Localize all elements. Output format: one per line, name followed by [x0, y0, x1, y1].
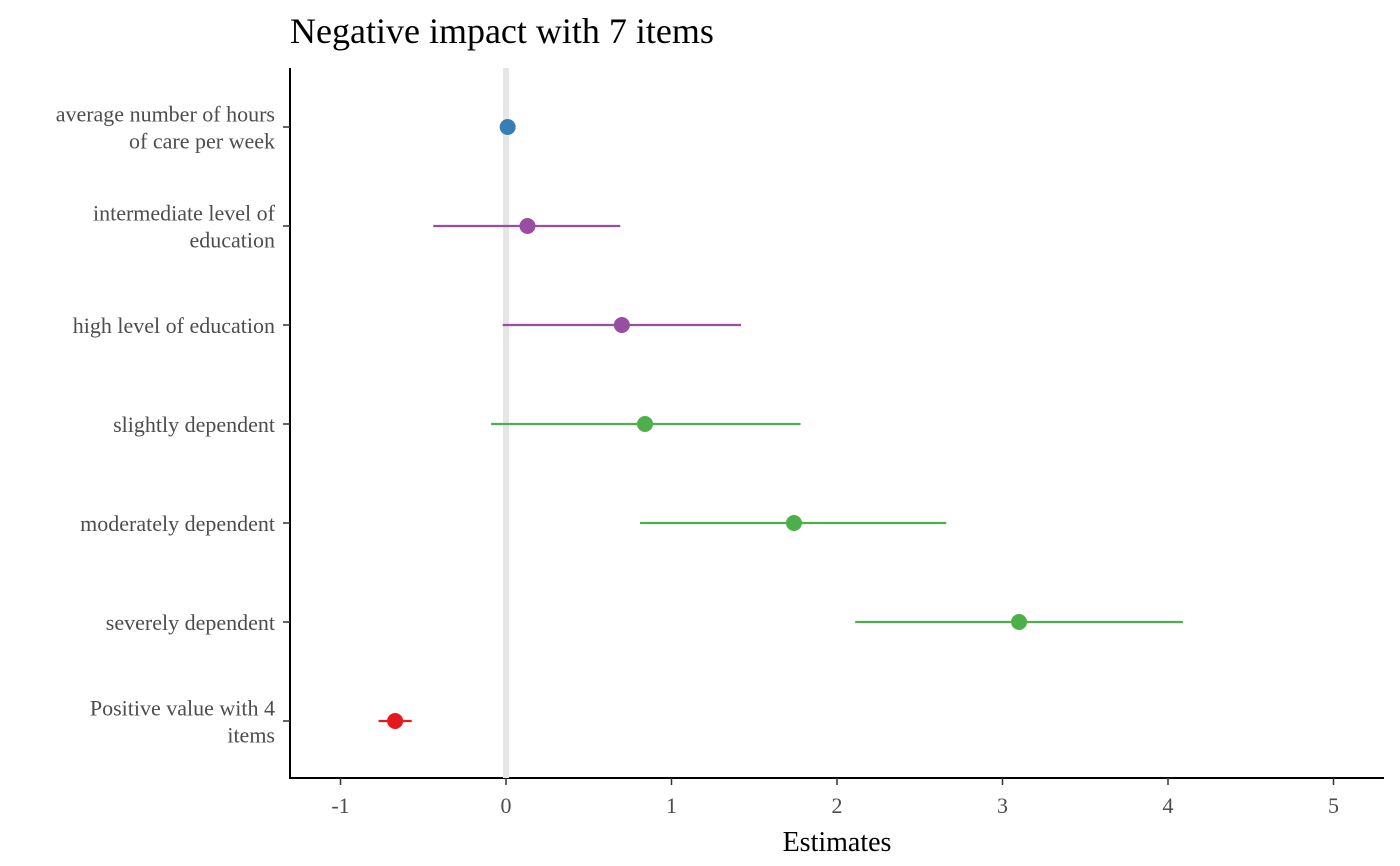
x-axis-title: Estimates [783, 827, 892, 858]
y-tick-label: Positive value with 4 items [90, 696, 275, 748]
estimate-point [637, 416, 654, 432]
y-tick-label: intermediate level of education [93, 201, 276, 253]
estimate-point [1011, 614, 1028, 630]
x-tick-label: -1 [331, 793, 349, 818]
x-tick-label: 1 [666, 793, 677, 818]
estimate-point [519, 218, 536, 234]
y-tick-label: slightly dependent [113, 412, 275, 437]
y-tick-label: high level of education [73, 313, 275, 338]
x-tick-label: 4 [1163, 793, 1174, 818]
y-tick-label: severely dependent [106, 610, 275, 635]
estimate-point [613, 317, 630, 333]
estimate-point [387, 713, 404, 729]
y-tick-label: average number of hours of care per week [56, 102, 275, 154]
chart-title: Negative impact with 7 items [290, 11, 714, 51]
estimate-point [499, 119, 516, 135]
y-tick-label: moderately dependent [80, 511, 275, 536]
x-tick-label: 0 [501, 793, 512, 818]
x-tick-label: 3 [997, 793, 1008, 818]
estimate-point [785, 515, 802, 531]
x-tick-label: 2 [832, 793, 843, 818]
x-tick-label: 5 [1328, 793, 1339, 818]
